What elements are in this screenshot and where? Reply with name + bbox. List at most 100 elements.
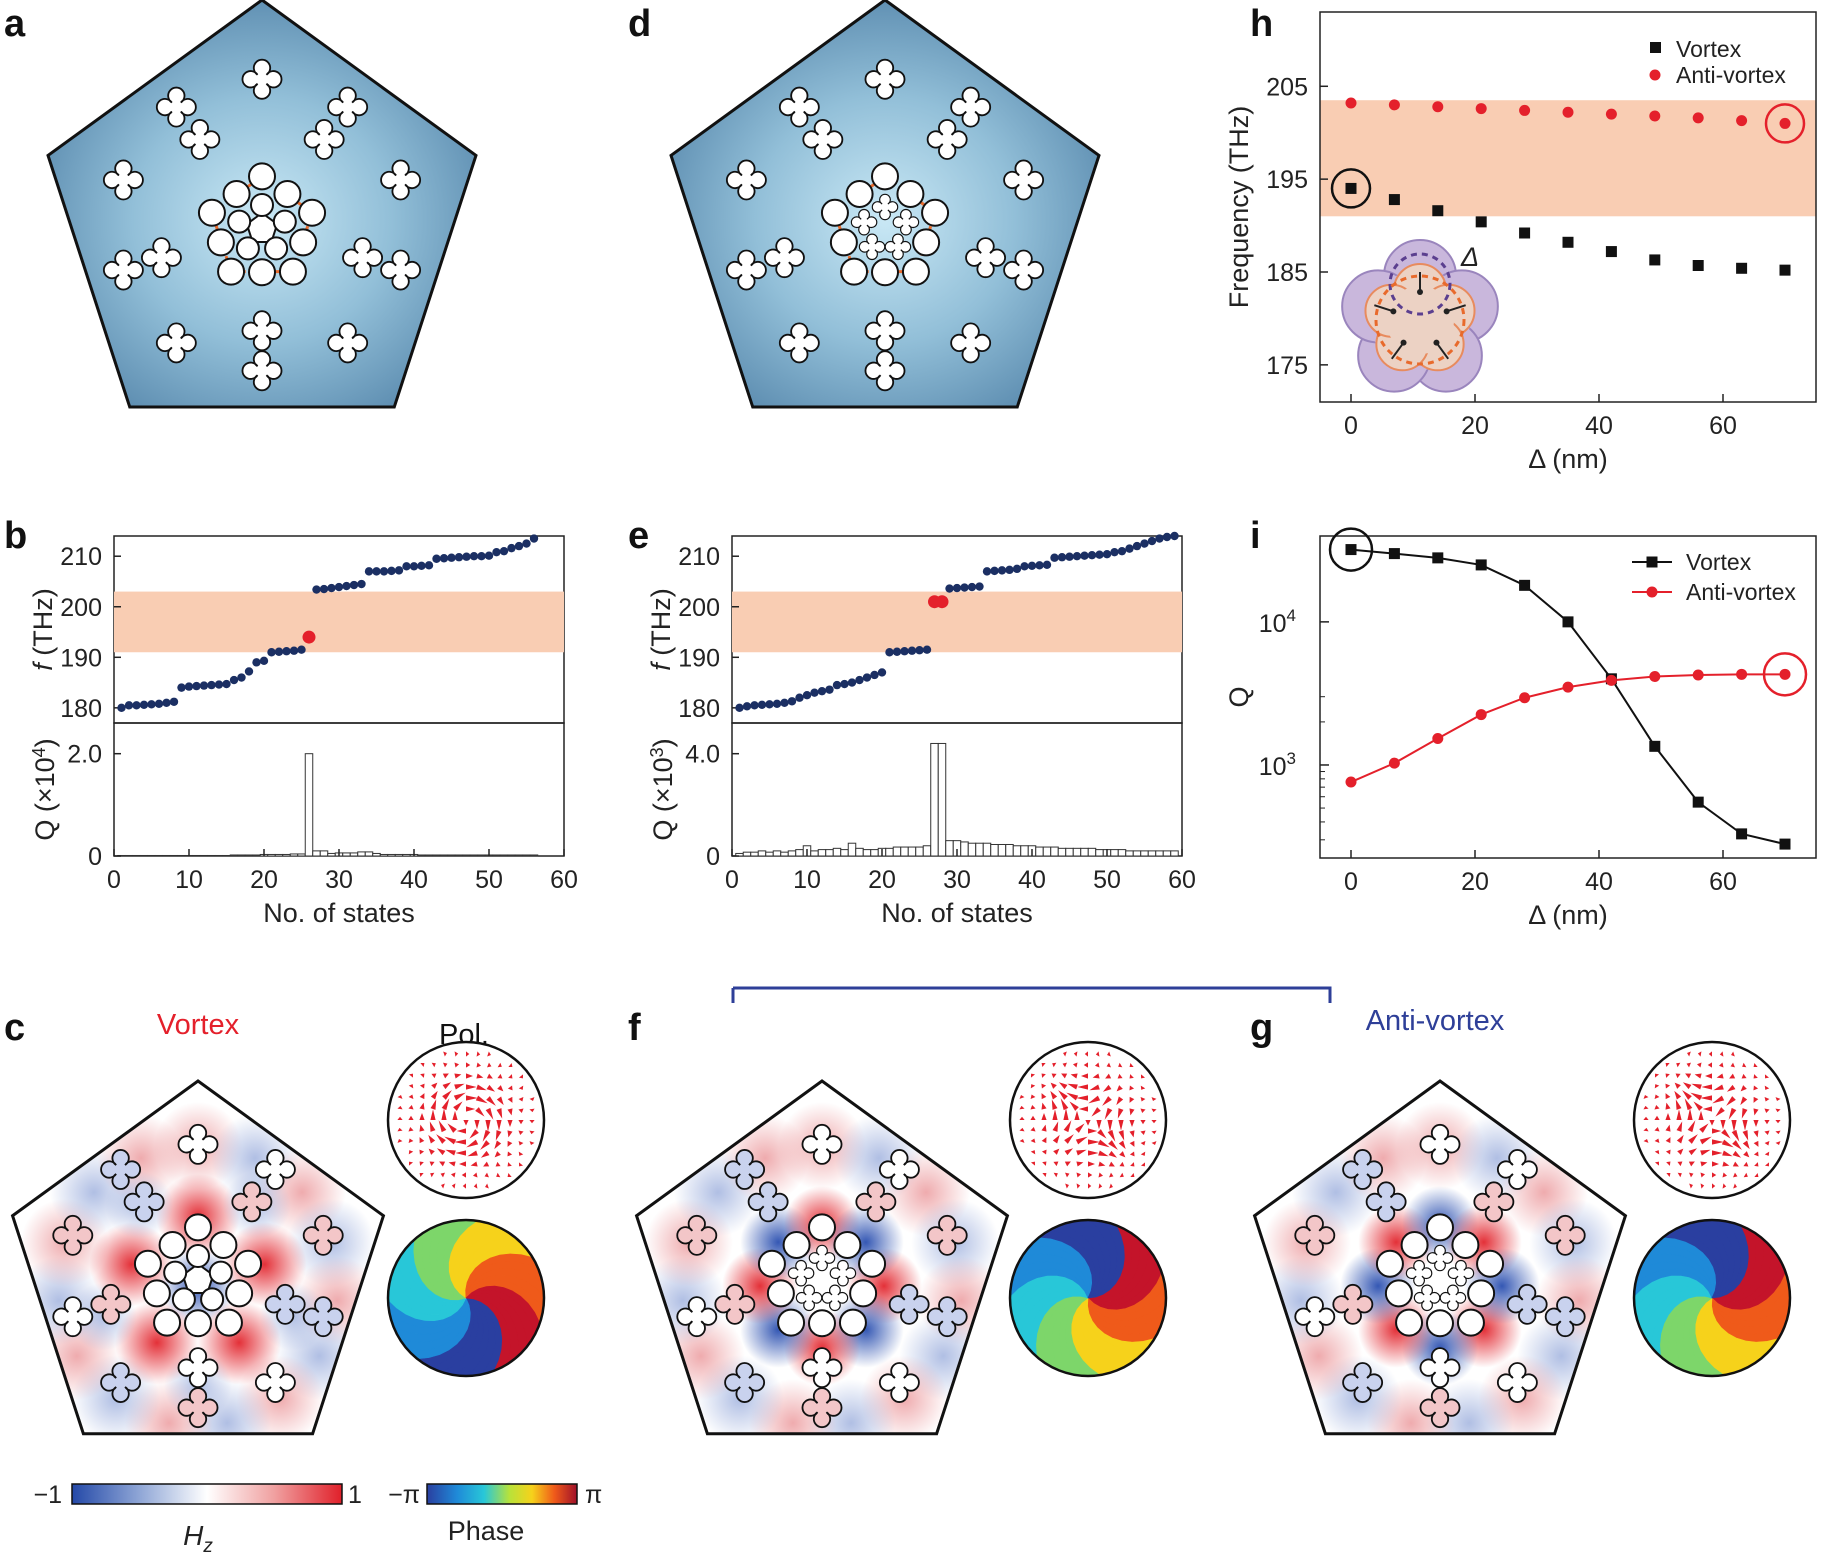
q-bar <box>387 853 396 857</box>
state-point <box>529 534 539 543</box>
ytick-label: 103 <box>1259 749 1296 781</box>
pol-arrow <box>408 1084 414 1089</box>
field-map-f <box>634 1079 1010 1436</box>
pol-arrow <box>448 1161 456 1167</box>
pol-arrow <box>518 1108 524 1114</box>
pol-arrow <box>1129 1140 1135 1147</box>
bottom-frame <box>731 722 1183 857</box>
pol-arrow <box>1109 1183 1113 1189</box>
pol-arrow <box>1117 1108 1124 1119</box>
state-point <box>274 647 284 656</box>
pol-arrow <box>529 1097 535 1101</box>
core-hole <box>782 1231 811 1260</box>
pol-arrow <box>497 1062 502 1068</box>
pol-arrow <box>1733 1183 1737 1189</box>
pol-arrow <box>1140 1097 1146 1102</box>
q-bar <box>372 852 381 857</box>
core-inner-hole <box>208 1260 233 1285</box>
pol-arrow <box>1775 1141 1781 1145</box>
pol-arrow <box>1694 1073 1702 1079</box>
state-point <box>832 680 842 690</box>
pol-arrow <box>442 1090 452 1100</box>
pol-arrow <box>496 1172 501 1178</box>
state-point <box>1027 561 1037 571</box>
pol-arrow <box>1030 1073 1036 1078</box>
state-point <box>855 675 864 685</box>
q-bar <box>1170 850 1179 857</box>
pol-arrow <box>529 1141 535 1145</box>
pol-arrow <box>1041 1093 1047 1100</box>
core-hole <box>133 1249 162 1278</box>
pol-arrow <box>1109 1172 1114 1178</box>
pol-arrow <box>1098 1150 1109 1157</box>
pol-arrow <box>1676 1109 1682 1120</box>
pol-arrow <box>1775 1108 1781 1113</box>
core-hole <box>1384 1279 1413 1308</box>
pol-arrow <box>1764 1151 1770 1156</box>
core-hole <box>222 180 251 209</box>
pol-arrow <box>529 1130 535 1135</box>
anti-vortex-point <box>1388 757 1400 769</box>
legend-vortex-label: Vortex <box>1686 549 1752 575</box>
q-bar <box>529 854 539 857</box>
phase-colorbar: −π π Phase <box>388 1481 602 1546</box>
pol-arrow <box>1764 1120 1770 1125</box>
state-point <box>192 681 201 691</box>
pol-arrow <box>1117 1073 1123 1079</box>
core-hole <box>225 1279 254 1308</box>
state-point <box>1042 560 1052 570</box>
pol-arrow <box>1743 1161 1749 1167</box>
state-point <box>169 697 179 706</box>
pol-arrow <box>442 1082 452 1090</box>
pol-arrow <box>1665 1102 1671 1110</box>
state-point <box>334 582 344 592</box>
pol-arrow <box>495 1161 501 1167</box>
core-hole <box>820 198 849 227</box>
pol-arrow <box>1700 1172 1706 1178</box>
vortex-point <box>1692 260 1704 271</box>
pol-arrow <box>1726 1084 1736 1092</box>
pol-arrow <box>1722 1150 1733 1157</box>
panel-label-g: g <box>1250 1007 1273 1049</box>
pol-arrow <box>508 1062 513 1068</box>
pol-arrow <box>1041 1083 1047 1089</box>
pol-arrow <box>443 1062 448 1068</box>
field-map-g <box>1252 1079 1628 1436</box>
polarization-disc <box>1632 1040 1792 1200</box>
q-bar <box>1020 845 1029 857</box>
vortex-point <box>1345 544 1357 556</box>
state-point <box>952 583 962 593</box>
xtick-label: 60 <box>1709 868 1737 896</box>
pol-arrow <box>1063 1120 1072 1133</box>
q-bar <box>870 849 879 857</box>
pol-arrow <box>1709 1120 1715 1126</box>
q-bar <box>990 843 999 857</box>
pol-arrow <box>466 1073 474 1079</box>
pol-arrow <box>1743 1151 1750 1158</box>
pol-arrow <box>472 1172 478 1178</box>
pol-arrow <box>1687 1120 1696 1133</box>
anti-vortex-point <box>1475 709 1487 721</box>
pol-arrow <box>1654 1115 1660 1120</box>
pol-arrow <box>1688 1148 1698 1156</box>
q-bar <box>319 850 329 857</box>
pol-arrow <box>1098 1172 1104 1178</box>
pol-arrow <box>466 1139 479 1148</box>
state-point <box>982 567 992 576</box>
pol-arrow <box>1654 1084 1660 1089</box>
pol-arrow <box>1151 1097 1157 1101</box>
panel-label-f: f <box>628 1007 641 1049</box>
pol-arrow <box>1052 1121 1059 1132</box>
q-bar <box>394 853 404 857</box>
pol-arrow <box>1700 1161 1708 1167</box>
vortex-point <box>1432 552 1444 564</box>
phase-disc <box>386 1218 546 1378</box>
core-hole <box>757 1249 786 1278</box>
state-point <box>907 646 917 655</box>
panel-label-h: h <box>1250 3 1273 45</box>
core-hole <box>871 162 899 191</box>
pol-arrow <box>1129 1085 1135 1091</box>
state-point <box>402 562 411 571</box>
pol-arrow <box>1070 1073 1078 1079</box>
